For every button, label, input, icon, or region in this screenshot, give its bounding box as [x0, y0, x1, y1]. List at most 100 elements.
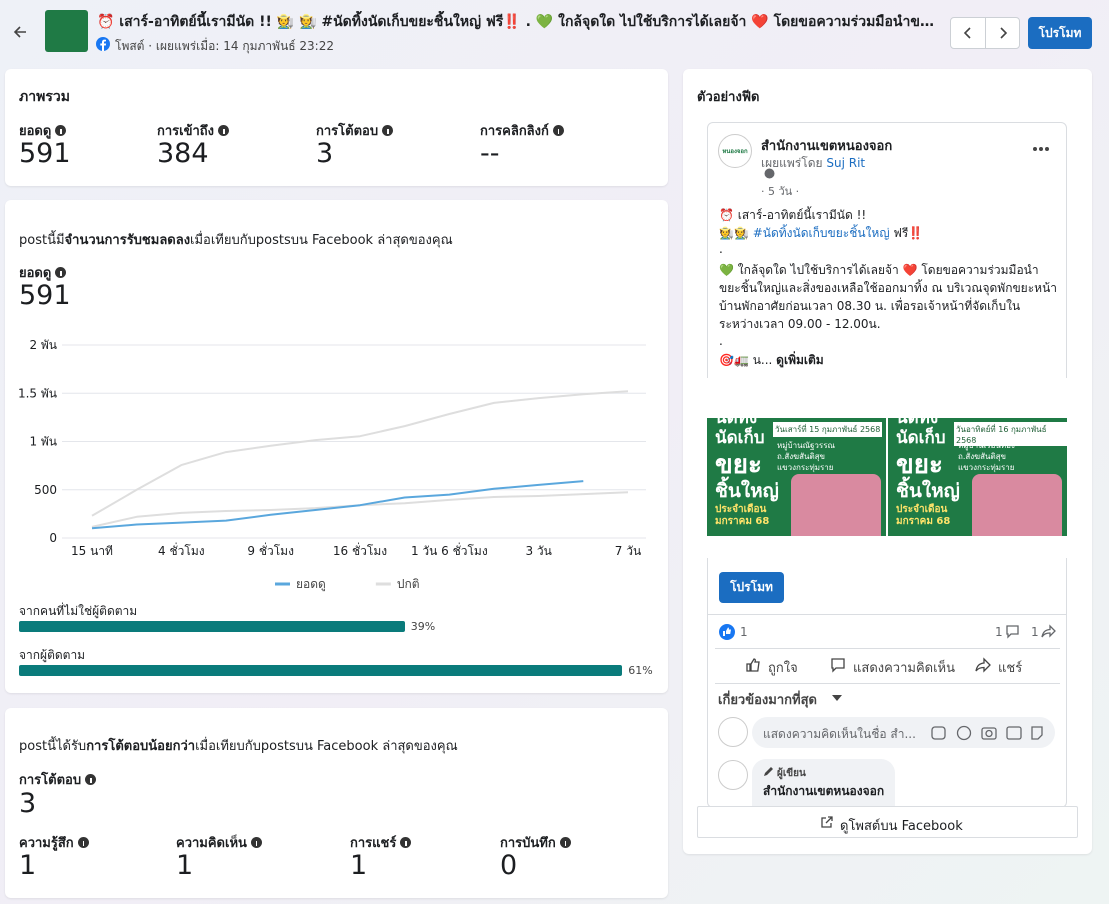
view-on-facebook[interactable]: ดูโพสต์บน Facebook: [840, 819, 963, 834]
breakdown-label: การแชร์: [350, 832, 412, 853]
see-more[interactable]: ดูเพิ่มเติม: [776, 353, 824, 367]
poster-headline: นัดทิ้ง: [896, 408, 939, 428]
share-action[interactable]: แชร์: [998, 661, 1023, 676]
poster-date: วันอาทิตย์ที่ 16 กุมภาพันธ์ 2568: [954, 422, 1067, 446]
comment-action[interactable]: แสดงความคิดเห็น: [853, 661, 956, 676]
overview-title: ภาพรวม: [19, 89, 70, 105]
x-tick-label: 3 วัน: [525, 544, 551, 558]
info-icon[interactable]: [382, 125, 394, 136]
x-tick-label: 4 ชั่วโมง: [158, 542, 205, 558]
info-icon[interactable]: [55, 267, 67, 278]
post-promote-button[interactable]: โปรโมท: [719, 572, 784, 603]
series-line: [91, 390, 629, 517]
series-line: [91, 491, 629, 528]
source-bar: [19, 665, 623, 676]
prev-button[interactable]: [961, 26, 975, 40]
poster-bag: [972, 474, 1062, 544]
comment-avatar: [718, 760, 748, 790]
reaction-count: 1: [740, 625, 748, 639]
metric-label: การโต้ตอบ: [316, 120, 394, 141]
poster-headline: ชิ้นใหญ่: [896, 480, 960, 502]
info-icon[interactable]: [85, 774, 97, 785]
interactions-metric-label: การโต้ตอบ: [19, 769, 97, 790]
author[interactable]: Suj Rit: [826, 156, 866, 170]
page-name[interactable]: สำนักงานเขตหนองจอก: [761, 139, 893, 154]
promote-button[interactable]: โปรโมท: [1028, 17, 1092, 49]
metric-value: --: [480, 138, 500, 169]
share-icon: [1041, 624, 1056, 638]
comment-input[interactable]: [752, 717, 1055, 748]
published-by: เผยแพร่โดย Suj Rit: [761, 154, 865, 173]
label: การบันทึก: [500, 836, 556, 851]
text-bold: จำนวนการรับชมลดลง: [64, 233, 191, 248]
metric-value: 3: [316, 138, 334, 169]
share-count: 1: [1031, 625, 1039, 639]
breakdown-value: 1: [350, 850, 368, 881]
comment-bubble: [752, 759, 895, 807]
poster-place-line: แขวงกระทุ่มราย: [958, 463, 1015, 472]
poster-date: วันเสาร์ที่ 15 กุมภาพันธ์ 2568: [773, 422, 883, 437]
x-tick-label: 1 วัน 6 ชั่วโมง: [411, 542, 488, 558]
info-icon[interactable]: [218, 125, 230, 136]
x-tick-label: 16 ชั่วโมง: [333, 542, 387, 558]
view-on-facebook-bar[interactable]: [697, 806, 1078, 838]
pencil-icon: [764, 767, 773, 776]
source-bar: [19, 621, 405, 632]
post-age: · 5 วัน ·: [761, 185, 800, 198]
comment-sort[interactable]: เกี่ยวข้องมากที่สุด: [718, 693, 817, 708]
x-tick-label: 7 วัน: [615, 544, 641, 558]
comment-tools[interactable]: [930, 724, 1048, 742]
metric-value: 384: [157, 138, 209, 169]
comment-author[interactable]: สำนักงานเขตหนองจอก: [763, 784, 885, 798]
external-link-icon: [821, 816, 833, 828]
next-button[interactable]: [996, 26, 1010, 40]
poster-headline: นัดทิ้ง: [715, 408, 758, 428]
y-tick-label: 1.5 พัน: [18, 386, 57, 400]
label: การเข้าถึง: [157, 124, 215, 139]
y-tick-label: 500: [34, 483, 57, 497]
legend-label: ยอดดู: [296, 577, 326, 592]
breakdown-value: 0: [500, 850, 518, 881]
info-icon[interactable]: [559, 837, 571, 848]
poster-place: หมู่บ้านณัฐวรรณ ถ.สังฆสันติสุข แขวงกระทุ่ม…: [777, 440, 835, 473]
source-value-label: 39%: [410, 620, 436, 633]
poster-headline: นัดเก็บ: [715, 428, 765, 448]
poster-month: ประจำเดือน มกราคม 68: [715, 504, 769, 528]
back-button[interactable]: [12, 24, 28, 40]
text: postนี้มี: [19, 233, 65, 248]
x-tick-label: 15 นาที: [71, 544, 113, 558]
info-icon[interactable]: [77, 837, 89, 848]
breakdown-label: การบันทึก: [500, 832, 571, 853]
comment-count: 1: [995, 625, 1003, 639]
author-badge: ผู้เขียน: [777, 768, 806, 779]
label: ความรู้สึก: [19, 836, 74, 851]
body-line: .: [719, 334, 723, 348]
label: การคลิกลิงก์: [480, 124, 549, 139]
info-icon[interactable]: [250, 837, 262, 848]
y-tick-label: 2 พัน: [29, 338, 57, 352]
post-thumbnail: [45, 10, 88, 52]
body-paragraph: 💚 ใกล้จุดใด ไปใช้บริการได้เลยจ้า ❤️ โดยข…: [719, 263, 1058, 331]
metric-label: การคลิกลิงก์: [480, 120, 564, 141]
poster-header: [888, 378, 1067, 418]
like-action[interactable]: ถูกใจ: [768, 661, 798, 676]
poster-month-line: ประจำเดือน: [896, 504, 948, 515]
divider: [715, 648, 1060, 649]
info-icon[interactable]: [400, 837, 412, 848]
info-icon[interactable]: [552, 125, 564, 136]
commenter-avatar: [718, 717, 748, 747]
poster-headline: นัดเก็บ: [896, 428, 946, 448]
help-icon: [764, 168, 775, 179]
more-button[interactable]: [1032, 146, 1050, 152]
source-label: จากคนที่ไม่ใช่ผู้ติดตาม: [19, 604, 138, 618]
poster-headline: ขยะ: [896, 450, 943, 480]
info-icon[interactable]: [55, 125, 67, 136]
metric-label: การเข้าถึง: [157, 120, 230, 141]
poster-header: [707, 378, 886, 418]
nav-buttons: [950, 17, 1020, 49]
facebook-icon: [96, 37, 110, 51]
page-logo: หนองจอก: [718, 134, 752, 168]
x-tick-label: 9 ชั่วโมง: [247, 542, 294, 558]
hashtag[interactable]: #นัดทิ้งนัดเก็บขยะชิ้นใหญ่: [752, 226, 890, 240]
